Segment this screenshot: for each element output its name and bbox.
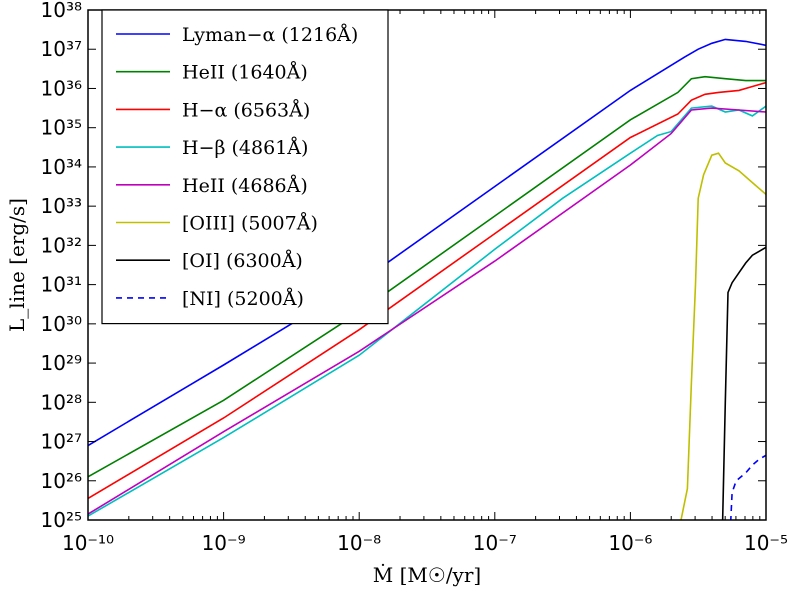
- legend-label-3: H−β (4861Å): [182, 137, 308, 159]
- y-tick-label: 10²⁸: [41, 390, 82, 414]
- x-tick-label: 10⁻⁶: [608, 531, 652, 555]
- curves-layer: [88, 38, 766, 520]
- y-tick-label: 10³⁴: [41, 155, 82, 179]
- y-tick-label: 10³⁸: [41, 0, 82, 22]
- tick-labels-layer: 10⁻¹⁰ 10⁻⁹ 10⁻⁸ 10⁻⁷ 10⁻⁶ 10⁻⁵ 10²⁵ 10²⁶ 10²⁷ 10²…: [41, 0, 789, 555]
- legend: Lyman−α (1216Å) HeII (1640Å) H−α (6563Å) H−…: [101, 9, 389, 325]
- y-tick-label: 10²⁹: [41, 351, 82, 375]
- legend-label-4: HeII (4686Å): [182, 175, 308, 197]
- x-axis-label: Ṁ [M☉/yr]: [373, 563, 481, 587]
- legend-label-0: Lyman−α (1216Å): [182, 24, 358, 46]
- y-tick-label: 10³¹: [41, 273, 82, 297]
- y-tick-label: 10³²: [41, 233, 82, 257]
- series-line-7: [729, 454, 766, 520]
- legend-box: [101, 9, 389, 325]
- y-tick-label: 10²⁷: [41, 430, 82, 454]
- legend-label-6: [OI] (6300Å): [182, 250, 303, 272]
- x-tick-label: 10⁻⁹: [202, 531, 246, 555]
- series-line-4: [88, 107, 766, 515]
- series-line-5: [680, 152, 766, 520]
- legend-label-7: [NI] (5200Å): [182, 288, 304, 310]
- series-line-6: [721, 246, 766, 520]
- x-tick-label: 10⁻⁵: [744, 531, 788, 555]
- x-tick-label: 10⁻¹⁰: [62, 531, 114, 555]
- series-line-2: [88, 81, 766, 500]
- y-axis-label: L_line [erg/s]: [5, 198, 29, 332]
- legend-label-5: [OIII] (5007Å): [182, 213, 318, 235]
- y-tick-label: 10²⁵: [41, 508, 82, 532]
- y-tick-label: 10²⁶: [41, 469, 82, 493]
- x-tick-label: 10⁻⁸: [337, 531, 381, 555]
- y-tick-label: 10³⁷: [41, 37, 82, 61]
- legend-label-2: H−α (6563Å): [182, 99, 310, 121]
- ticks-layer: [87, 9, 767, 521]
- series-line-1: [88, 75, 766, 478]
- y-tick-label: 10³³: [41, 194, 82, 218]
- y-tick-label: 10³⁵: [41, 116, 82, 140]
- x-tick-label: 10⁻⁷: [473, 531, 517, 555]
- plot-frame: [87, 9, 767, 521]
- y-tick-label: 10³⁶: [41, 76, 82, 100]
- y-tick-label: 10³⁰: [41, 312, 82, 336]
- legend-label-1: HeII (1640Å): [182, 62, 308, 84]
